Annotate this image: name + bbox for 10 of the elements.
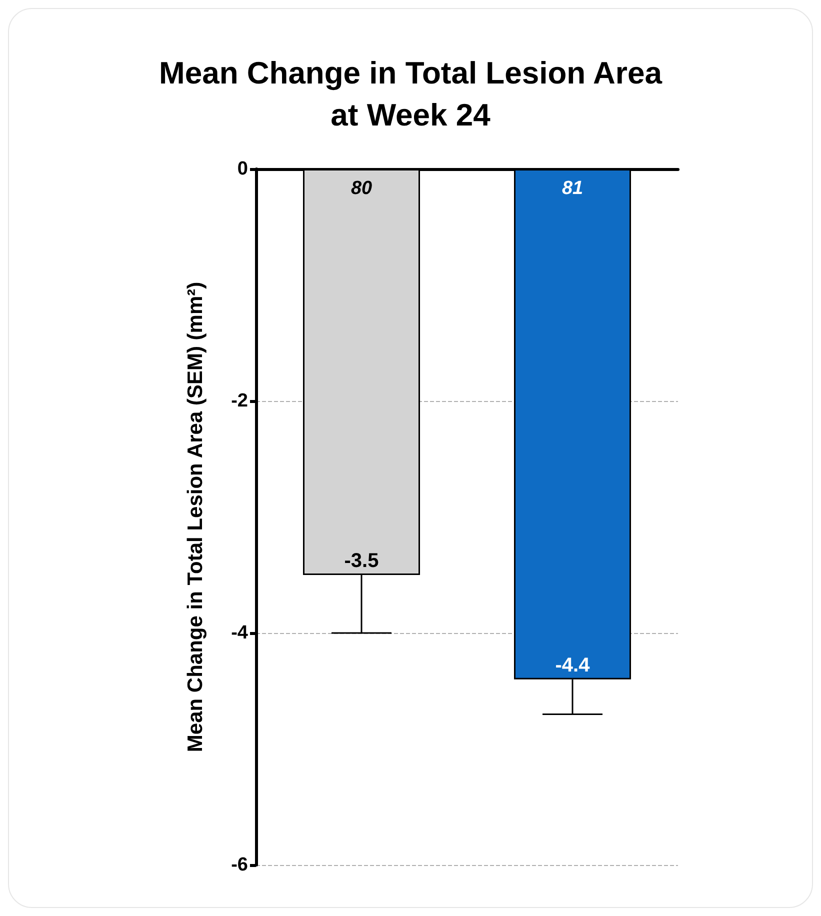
- y-tick-label: 0: [237, 158, 248, 180]
- y-tick-label: -2: [231, 390, 248, 412]
- data-label: -4.4: [555, 654, 591, 676]
- y-axis-title: Mean Change in Total Lesion Area (SEM) (mm²): [184, 282, 207, 752]
- annotation: 81: [562, 178, 584, 199]
- chart-title: Mean Change in Total Lesion Area at Week 24: [159, 56, 663, 132]
- data-label: -3.5: [344, 550, 379, 572]
- y-tick-label: -4: [231, 622, 248, 644]
- y-tick-label: -6: [231, 854, 248, 876]
- annotation: 80: [350, 178, 372, 199]
